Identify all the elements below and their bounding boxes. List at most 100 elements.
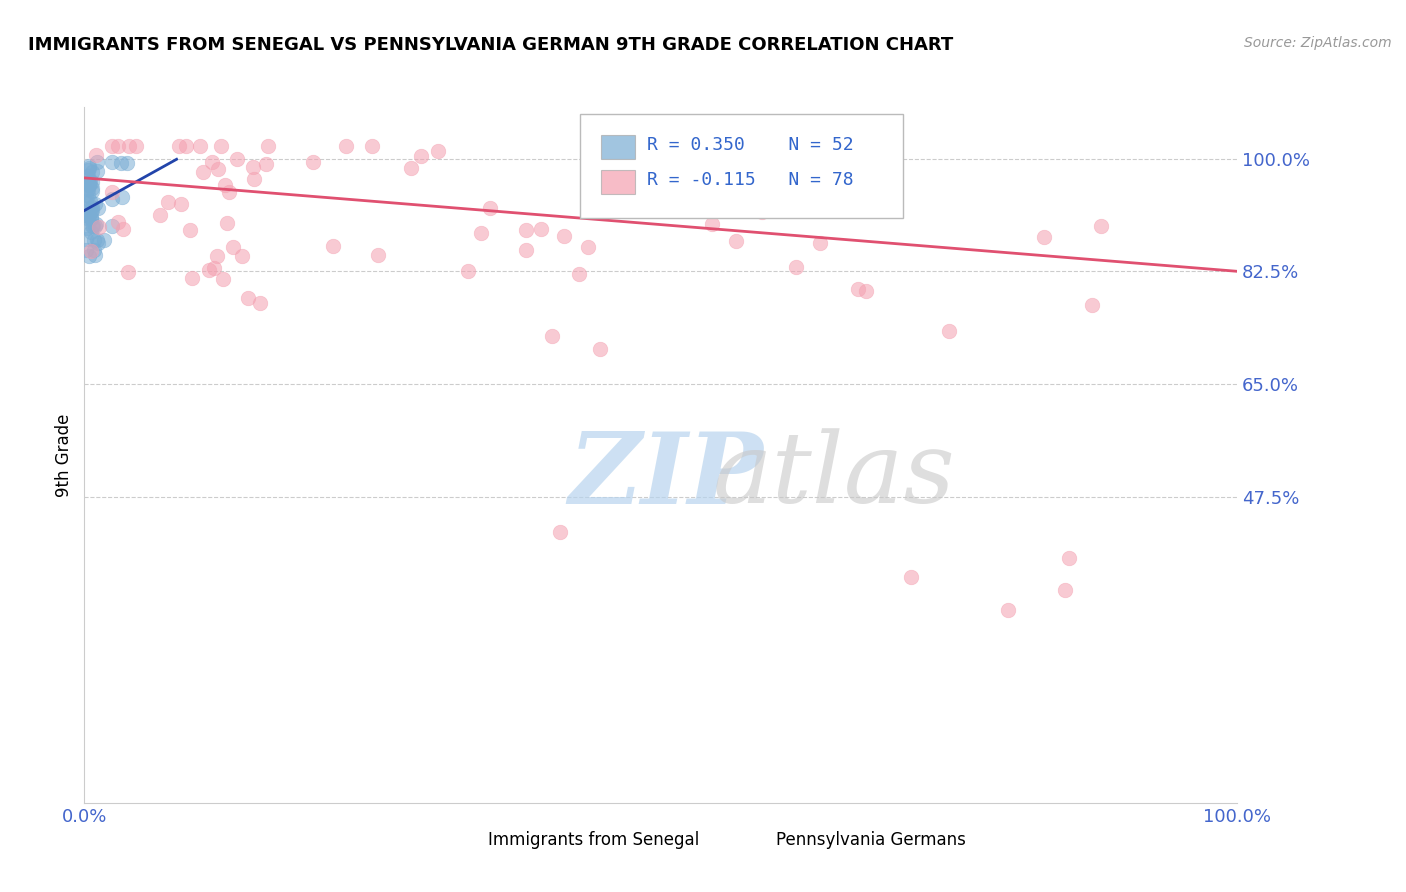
- Point: [107, 138, 129, 153]
- Point: [76, 221, 98, 235]
- Point: [606, 178, 628, 192]
- Point: [79, 194, 101, 209]
- Point: [576, 240, 599, 254]
- Point: [361, 138, 384, 153]
- Point: [86, 154, 108, 169]
- FancyBboxPatch shape: [453, 833, 478, 848]
- Point: [218, 185, 240, 199]
- Point: [589, 342, 612, 356]
- Text: IMMIGRANTS FROM SENEGAL VS PENNSYLVANIA GERMAN 9TH GRADE CORRELATION CHART: IMMIGRANTS FROM SENEGAL VS PENNSYLVANIA …: [28, 36, 953, 54]
- Point: [426, 144, 449, 158]
- Point: [679, 138, 702, 153]
- Point: [79, 202, 101, 216]
- Point: [179, 223, 201, 237]
- Point: [236, 291, 259, 305]
- Point: [125, 138, 148, 153]
- Point: [107, 215, 129, 229]
- Text: R = -0.115   N = 78: R = -0.115 N = 78: [647, 171, 853, 189]
- Point: [249, 296, 271, 310]
- Point: [457, 264, 479, 278]
- Point: [82, 175, 104, 189]
- Point: [77, 161, 100, 175]
- Point: [156, 195, 179, 210]
- Point: [515, 243, 537, 257]
- Point: [77, 177, 100, 191]
- Point: [79, 178, 101, 192]
- Point: [198, 263, 221, 277]
- Point: [76, 211, 98, 226]
- Point: [77, 171, 100, 186]
- Point: [84, 197, 107, 211]
- Point: [697, 188, 720, 202]
- Point: [470, 226, 492, 240]
- Point: [222, 240, 245, 254]
- Point: [191, 165, 214, 179]
- Point: [75, 232, 97, 246]
- Point: [77, 160, 100, 174]
- Point: [84, 217, 107, 231]
- Point: [207, 249, 229, 263]
- Point: [201, 155, 224, 169]
- Point: [553, 229, 575, 244]
- Point: [149, 208, 172, 222]
- Point: [810, 236, 832, 251]
- Y-axis label: 9th Grade: 9th Grade: [55, 413, 73, 497]
- Point: [214, 178, 236, 193]
- Text: R = 0.350    N = 52: R = 0.350 N = 52: [647, 136, 853, 154]
- Point: [80, 165, 103, 179]
- Point: [785, 260, 807, 274]
- Point: [724, 234, 747, 248]
- Point: [82, 219, 104, 234]
- Point: [79, 175, 101, 189]
- FancyBboxPatch shape: [600, 135, 636, 159]
- Point: [231, 249, 253, 263]
- FancyBboxPatch shape: [600, 169, 636, 194]
- Point: [83, 233, 105, 247]
- Point: [530, 222, 553, 236]
- Point: [77, 169, 100, 183]
- Point: [1032, 230, 1054, 244]
- Point: [77, 207, 100, 221]
- Point: [80, 185, 103, 199]
- Point: [80, 205, 103, 219]
- Point: [167, 138, 190, 153]
- Point: [209, 138, 232, 153]
- Point: [855, 284, 877, 298]
- Point: [77, 188, 100, 202]
- Point: [174, 138, 197, 153]
- Point: [76, 194, 98, 208]
- Point: [83, 244, 105, 258]
- Point: [207, 161, 229, 176]
- Point: [256, 138, 278, 153]
- Point: [117, 138, 139, 153]
- Point: [254, 156, 277, 170]
- Text: Pennsylvania Germans: Pennsylvania Germans: [776, 830, 966, 848]
- Point: [302, 155, 325, 169]
- Point: [84, 148, 107, 162]
- Point: [80, 225, 103, 239]
- Point: [77, 176, 100, 190]
- Point: [1053, 583, 1076, 598]
- Point: [87, 236, 110, 251]
- Point: [101, 138, 124, 153]
- Point: [110, 156, 132, 170]
- Point: [86, 201, 108, 215]
- Point: [411, 149, 433, 163]
- Point: [322, 239, 344, 253]
- Point: [202, 260, 225, 275]
- Point: [86, 233, 108, 247]
- Point: [82, 202, 104, 217]
- Point: [82, 181, 104, 195]
- Point: [112, 222, 135, 236]
- Point: [568, 268, 591, 282]
- FancyBboxPatch shape: [741, 833, 766, 848]
- Point: [188, 138, 211, 153]
- Point: [548, 525, 571, 540]
- Text: Source: ZipAtlas.com: Source: ZipAtlas.com: [1244, 36, 1392, 50]
- Point: [117, 265, 139, 279]
- Point: [117, 156, 139, 170]
- Point: [80, 244, 103, 258]
- Point: [100, 219, 122, 234]
- Point: [1080, 298, 1102, 312]
- Point: [1090, 219, 1112, 233]
